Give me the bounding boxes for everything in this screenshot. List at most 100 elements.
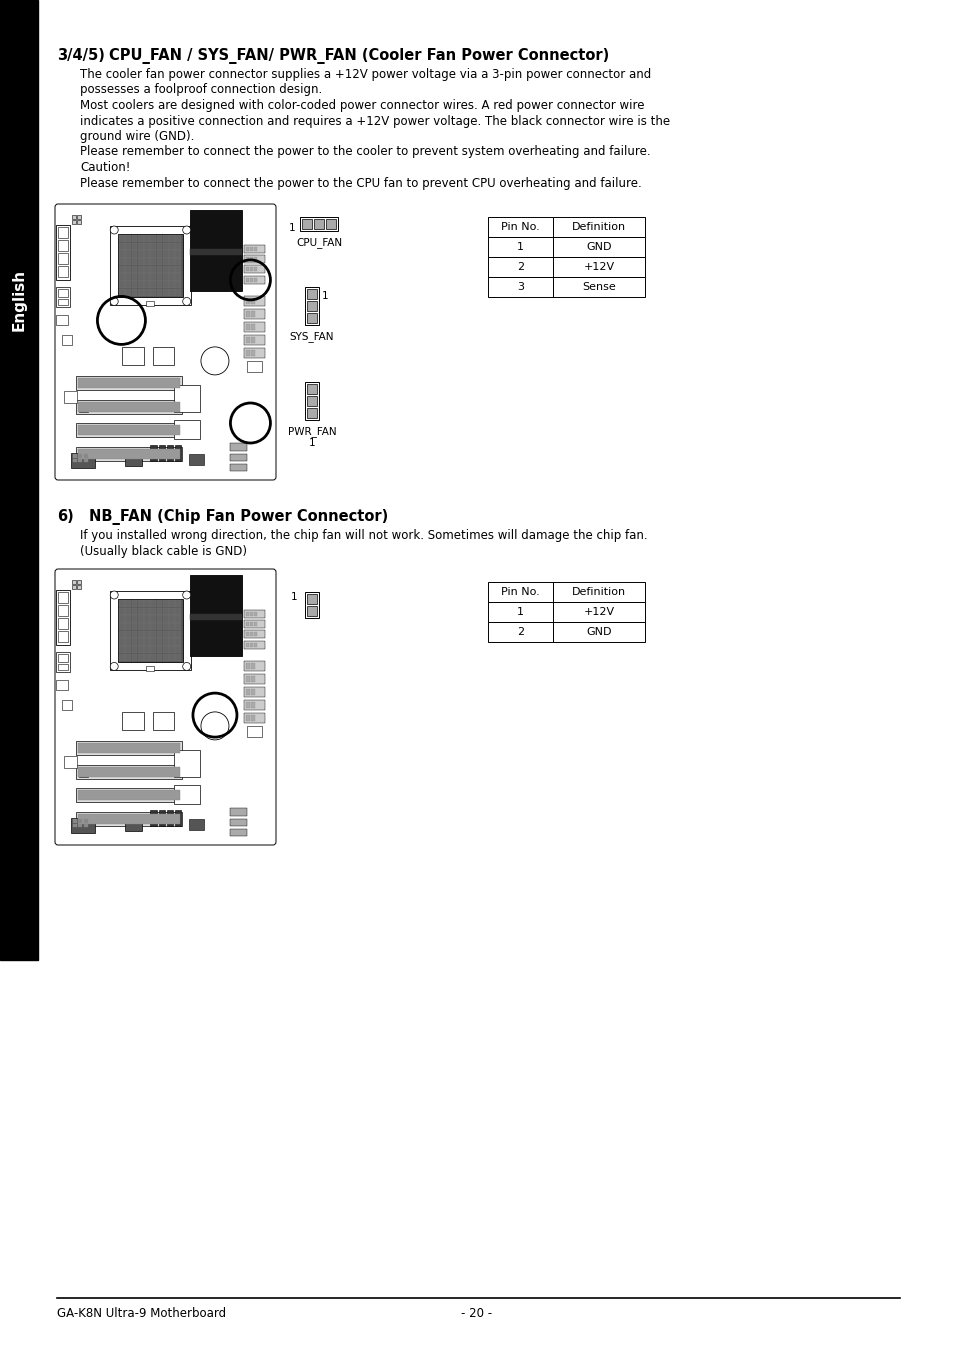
- Bar: [56, 680, 68, 691]
- Bar: [169, 259, 174, 265]
- Bar: [56, 590, 70, 645]
- Bar: [84, 459, 88, 463]
- Text: indicates a positive connection and requires a +12V power voltage. The black con: indicates a positive connection and requ…: [80, 115, 669, 127]
- Text: GND: GND: [586, 627, 611, 636]
- Bar: [144, 288, 150, 297]
- Bar: [76, 788, 182, 803]
- Text: 2: 2: [517, 263, 523, 272]
- Bar: [488, 257, 553, 278]
- Bar: [119, 282, 125, 288]
- Bar: [244, 265, 265, 274]
- Bar: [246, 612, 249, 616]
- Circle shape: [111, 662, 118, 670]
- Bar: [147, 666, 154, 672]
- Bar: [163, 274, 169, 280]
- Bar: [156, 259, 162, 265]
- Bar: [78, 425, 180, 435]
- Bar: [244, 674, 265, 684]
- Bar: [253, 278, 256, 282]
- Bar: [175, 646, 181, 653]
- Bar: [144, 242, 150, 250]
- Bar: [76, 812, 182, 826]
- Bar: [119, 631, 125, 638]
- Bar: [244, 620, 265, 628]
- Bar: [251, 324, 254, 330]
- Bar: [175, 654, 181, 661]
- Bar: [244, 714, 265, 723]
- Bar: [132, 236, 137, 242]
- Bar: [147, 302, 154, 306]
- Text: CPU_FAN: CPU_FAN: [295, 237, 342, 248]
- Bar: [169, 265, 174, 274]
- Bar: [175, 236, 181, 242]
- Bar: [132, 631, 137, 638]
- Bar: [77, 219, 81, 223]
- Bar: [78, 378, 180, 387]
- Bar: [151, 242, 156, 250]
- Bar: [156, 282, 162, 288]
- Text: Caution!: Caution!: [80, 161, 131, 175]
- Bar: [488, 582, 553, 603]
- Bar: [76, 424, 182, 437]
- Bar: [144, 646, 150, 653]
- Bar: [132, 282, 137, 288]
- Bar: [125, 236, 132, 242]
- Bar: [246, 663, 250, 669]
- Bar: [246, 246, 249, 250]
- Bar: [175, 608, 181, 615]
- Bar: [138, 274, 144, 280]
- Bar: [305, 382, 318, 420]
- Bar: [62, 700, 71, 709]
- Bar: [58, 663, 68, 670]
- Text: If you installed wrong direction, the chip fan will not work. Sometimes will dam: If you installed wrong direction, the ch…: [80, 529, 647, 542]
- Bar: [132, 638, 137, 646]
- Text: 1: 1: [309, 437, 315, 448]
- Bar: [132, 608, 137, 615]
- Bar: [78, 743, 180, 753]
- Bar: [169, 236, 174, 242]
- Bar: [58, 288, 68, 297]
- Bar: [169, 600, 174, 607]
- Bar: [251, 311, 254, 317]
- Bar: [244, 245, 265, 253]
- Bar: [144, 250, 150, 257]
- Bar: [244, 609, 265, 617]
- Bar: [253, 621, 256, 626]
- Bar: [77, 215, 81, 219]
- Bar: [77, 580, 81, 584]
- Bar: [156, 631, 162, 638]
- Circle shape: [111, 590, 118, 598]
- Bar: [307, 385, 316, 394]
- Bar: [78, 450, 180, 459]
- Bar: [246, 621, 249, 626]
- Bar: [151, 631, 156, 638]
- Bar: [175, 242, 181, 250]
- Bar: [58, 253, 68, 264]
- Bar: [62, 334, 71, 345]
- Bar: [167, 810, 173, 826]
- Bar: [84, 454, 88, 458]
- Bar: [175, 282, 181, 288]
- Bar: [244, 686, 265, 697]
- Bar: [151, 265, 156, 274]
- Bar: [253, 632, 256, 636]
- Bar: [71, 818, 94, 833]
- Bar: [246, 643, 249, 647]
- Bar: [314, 219, 324, 229]
- Circle shape: [183, 298, 191, 306]
- Bar: [122, 712, 144, 730]
- Bar: [156, 288, 162, 297]
- Bar: [253, 267, 256, 271]
- Text: Pin No.: Pin No.: [500, 222, 539, 232]
- Bar: [138, 250, 144, 257]
- Bar: [175, 265, 181, 274]
- Bar: [151, 600, 156, 607]
- Bar: [175, 638, 181, 646]
- Text: Please remember to connect the power to the cooler to prevent system overheating: Please remember to connect the power to …: [80, 145, 650, 158]
- Bar: [76, 399, 182, 413]
- Bar: [246, 257, 249, 261]
- Bar: [189, 454, 204, 464]
- Bar: [163, 623, 169, 630]
- Bar: [175, 623, 181, 630]
- Bar: [156, 608, 162, 615]
